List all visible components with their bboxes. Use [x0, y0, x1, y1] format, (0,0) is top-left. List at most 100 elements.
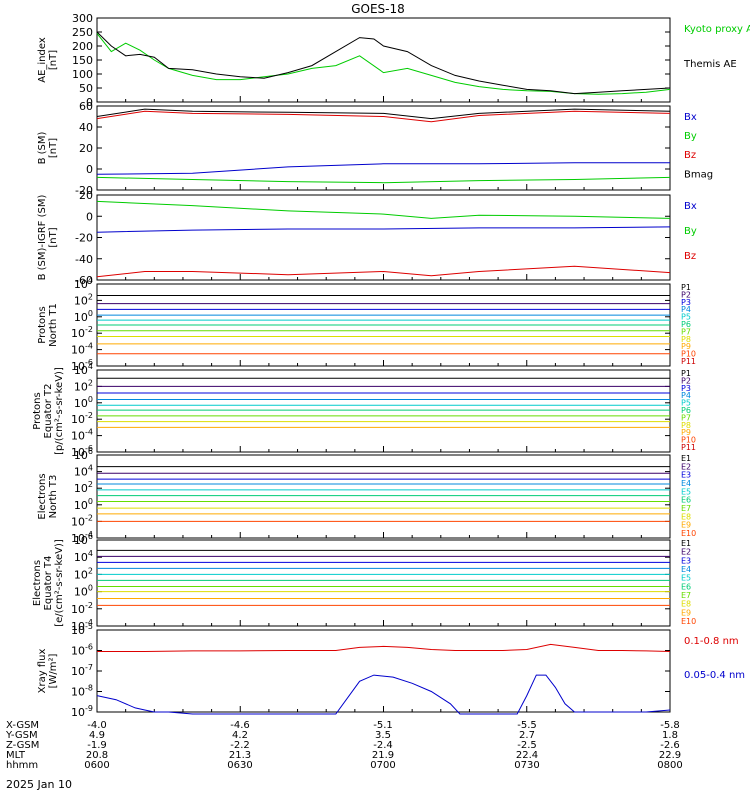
legend-entry: 0.05-0.4 nm [684, 670, 745, 681]
y-axis-label: Electrons [32, 560, 43, 606]
footer-value: 1.8 [662, 730, 678, 741]
legend-entry: P2 [681, 376, 691, 385]
y-tick-label: 250 [72, 26, 93, 39]
legend-entry: E5 [681, 574, 691, 583]
panel-legend: Bx By Bz [684, 201, 697, 262]
series-line-bz [96, 265, 671, 278]
y-tick-label: 0 [86, 163, 93, 176]
legend-entry: E10 [681, 617, 696, 626]
legend-entry: P8 [681, 421, 691, 430]
footer-row-label: Y-GSM [5, 730, 38, 741]
footer-value: 4.9 [89, 730, 105, 741]
legend-entry: E4 [681, 479, 691, 488]
legend-entry: P3 [681, 298, 691, 307]
y-tick-label: 20 [79, 142, 93, 155]
legend-entry: By [684, 131, 697, 142]
panel-legend: 0.1-0.8 nm 0.05-0.4 nm [684, 636, 745, 681]
footer-row-label: X-GSM [6, 720, 39, 731]
y-tick-label: 50 [79, 82, 93, 95]
footer-value: 4.2 [232, 730, 248, 741]
panel-8: 10-5 10-6 10-7 10-8 10-9 Xray flux [W/m²] 0.1-0… [37, 622, 745, 719]
footer-row-label: Z-GSM [6, 740, 39, 751]
legend-entry: E8 [681, 600, 691, 609]
y-tick-label: 10-8 [71, 684, 93, 699]
y-tick-label: 10-4 [71, 342, 93, 357]
footer-value: -2.5 [517, 740, 537, 751]
y-tick-label: 100 [74, 309, 93, 324]
y-tick-label: 100 [74, 584, 93, 599]
legend-entry: E1 [681, 539, 691, 548]
legend-entry: P8 [681, 335, 691, 344]
y-tick-label: 10-2 [71, 513, 93, 528]
legend-entry: Bz [684, 150, 696, 161]
y-axis-label: [p/(cm²-s-sr-keV)] [54, 367, 65, 455]
y-tick-label: 10-9 [71, 704, 93, 719]
series-line-bx [96, 226, 671, 233]
y-tick-label: -20 [75, 232, 93, 245]
y-axis-label: [W/m²] [48, 653, 59, 688]
legend-entry: E2 [681, 548, 691, 557]
y-axis-label: Equator T2 [43, 384, 54, 439]
panel-legend: Bx By Bz Bmag [684, 112, 713, 180]
legend-entry: E9 [681, 521, 691, 530]
footer-value: -4.0 [87, 720, 107, 731]
footer-value: -4.6 [230, 720, 250, 731]
y-tick-label: 10-7 [71, 663, 93, 678]
legend-entry: E4 [681, 565, 691, 574]
legend-entry: P6 [681, 406, 691, 415]
legend-entry: P5 [681, 399, 691, 408]
footer-value: 0730 [514, 760, 539, 771]
legend-entry: 0.1-0.8 nm [684, 636, 739, 647]
y-axis-label: AE_index [37, 37, 48, 83]
legend-entry: P6 [681, 320, 691, 329]
series-line-kyoto-proxy-ae [96, 33, 671, 95]
footer-value: 0700 [370, 760, 395, 771]
y-tick-label: 104 [74, 464, 93, 479]
series-line-0-1-0-8-nm [97, 643, 671, 652]
legend-entry: P7 [681, 413, 691, 422]
panel-3: 20 0 -20 -40 -60 B (SM)-IGRF (SM) [nT] Bx By Bz [37, 189, 697, 287]
y-tick-label: 10-2 [71, 411, 93, 426]
y-axis-label: [nT] [48, 50, 59, 70]
series-line-bmag [96, 108, 671, 120]
y-tick-label: 60 [79, 100, 93, 113]
y-tick-label: 10-6 [71, 643, 93, 658]
y-tick-label: 10-5 [71, 622, 93, 637]
y-axis-label: Xray flux [37, 649, 48, 694]
y-tick-label: 200 [72, 40, 93, 53]
legend-entry: P4 [681, 305, 691, 314]
footer-value: 22.4 [516, 750, 538, 761]
y-tick-label: -40 [75, 253, 93, 266]
plot-title: GOES-18 [351, 2, 405, 16]
footer-row-label: hhmm [6, 760, 38, 771]
legend-entry: Bmag [684, 169, 713, 180]
y-tick-label: 100 [72, 68, 93, 81]
legend-entry: P11 [681, 357, 696, 366]
footer-value: 0600 [84, 760, 109, 771]
legend-entry: Bx [684, 112, 697, 123]
y-tick-label: 104 [74, 549, 93, 564]
y-tick-label: 40 [79, 121, 93, 134]
legend-entry: P11 [681, 443, 696, 452]
legend-entry: E9 [681, 608, 691, 617]
y-axis-label: B (SM)-IGRF (SM) [37, 195, 48, 281]
legend-entry: By [684, 226, 697, 237]
panel-frame [96, 629, 671, 713]
legend-entry: Bz [684, 251, 696, 262]
y-tick-label: 106 [74, 447, 93, 462]
footer-value: 0630 [227, 760, 252, 771]
legend-entry: E8 [681, 512, 691, 521]
legend-entry: E10 [681, 529, 696, 538]
y-tick-label: 102 [74, 480, 93, 495]
y-tick-label: 10-4 [71, 428, 93, 443]
series-line-by [96, 200, 671, 219]
y-tick-label: 100 [74, 395, 93, 410]
y-axis-label: Electrons [37, 473, 48, 519]
footer-value: -5.1 [373, 720, 393, 731]
